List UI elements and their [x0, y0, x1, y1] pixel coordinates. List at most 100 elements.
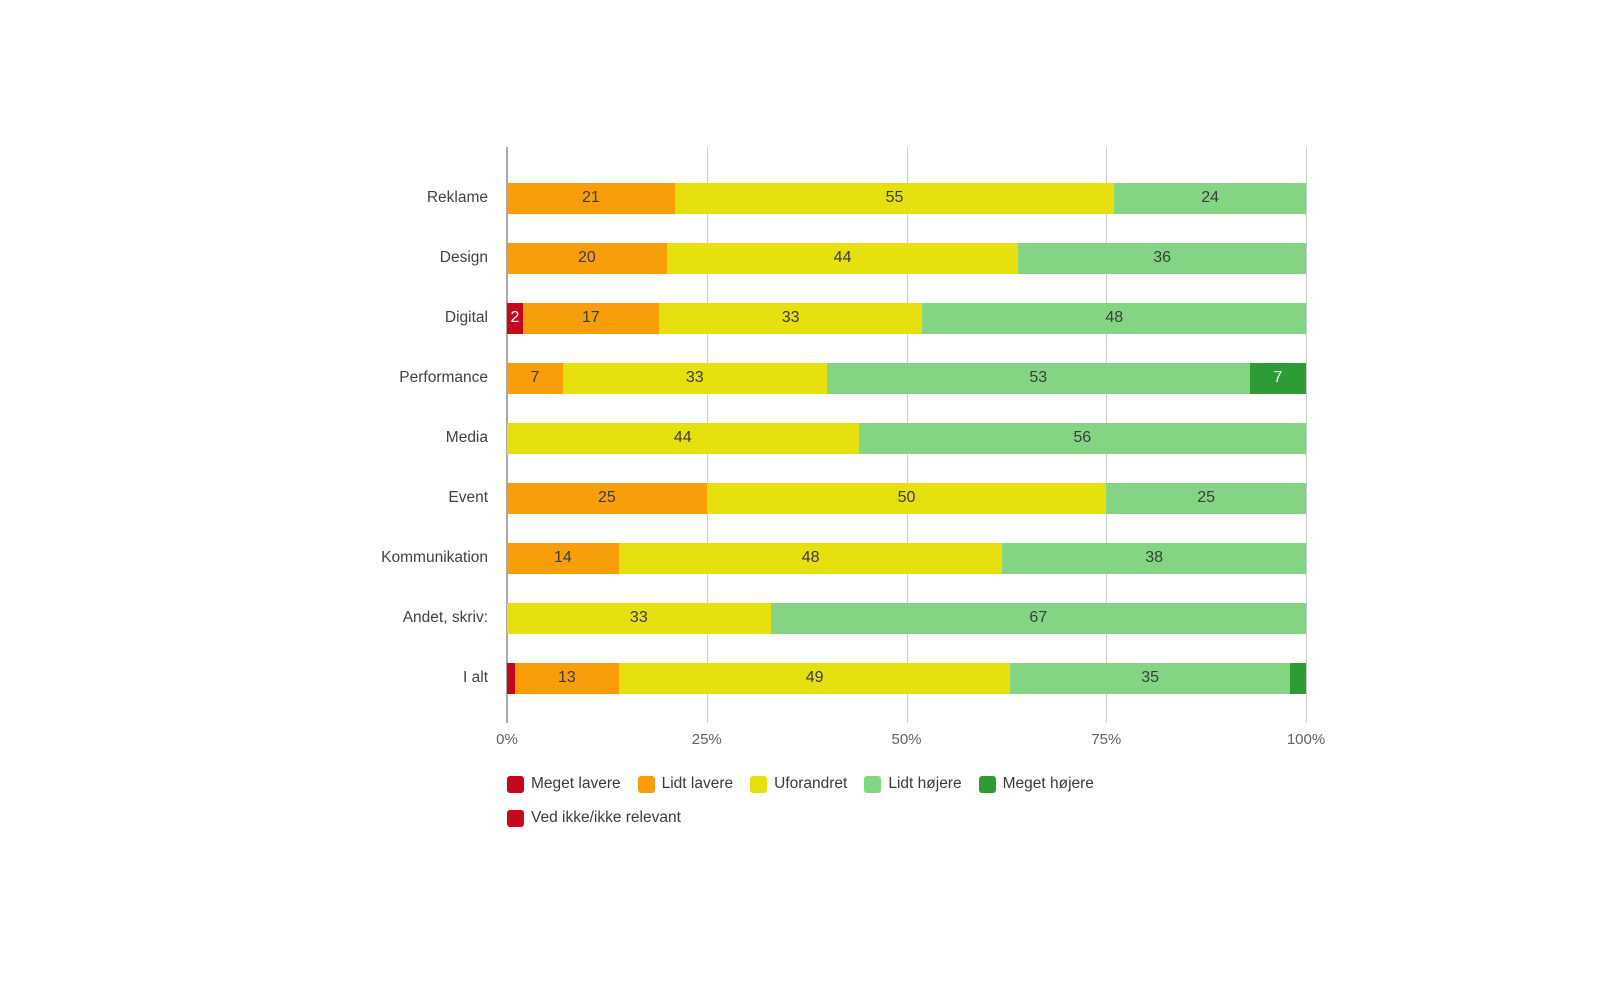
segment-value-label: 33	[629, 609, 648, 626]
segment-value-label: 7	[1273, 369, 1283, 386]
plot-area: 21 55 24 20 44 36 2 17 33 48 7 33 53 7 44 56 25 50 25 14 48 3…	[506, 147, 1307, 723]
bar-row-performance: 7 33 53 7	[507, 362, 1306, 394]
category-label-event: Event	[448, 489, 488, 506]
segment-value-label: 55	[885, 189, 904, 206]
segment-value-label: 2	[510, 309, 520, 326]
segment-value-label: 24	[1201, 189, 1219, 206]
category-label-i-alt: I alt	[463, 669, 488, 686]
category-label-design: Design	[439, 249, 488, 266]
bar-segment-uforandret: 49	[618, 662, 1011, 694]
segment-value-label: 44	[673, 429, 692, 446]
legend-item-meget-højere: Meget højere	[978, 774, 1094, 794]
segment-value-label: 48	[801, 549, 820, 566]
bar-segment-lidt-højere: 56	[858, 422, 1306, 454]
legend-item-lidt-højere: Lidt højere	[864, 774, 962, 794]
bar-segment-uforandret: 50	[706, 482, 1107, 514]
legend-swatch-icon	[864, 775, 882, 793]
legend-item-ved-ikke-ikke-relevant: Ved ikke/ikke relevant	[507, 808, 681, 828]
bar-segment-meget-lavere: 2	[507, 302, 523, 334]
bar-row-design: 20 44 36	[507, 242, 1306, 274]
bar-segment-lidt-lavere: 14	[507, 542, 619, 574]
bar-segment-lidt-højere: 36	[1018, 242, 1306, 274]
segment-value-label: 36	[1153, 249, 1172, 266]
segment-value-label: 7	[530, 369, 540, 386]
x-axis-label-0: 0%	[496, 731, 518, 748]
segment-value-label: 13	[558, 669, 576, 686]
bar-segment-lidt-højere: 53	[826, 362, 1251, 394]
legend-item-label: Ved ikke/ikke relevant	[531, 809, 681, 826]
legend-item-label: Lidt lavere	[661, 775, 734, 792]
bar-segment-uforandret: 44	[507, 422, 859, 454]
legend-item-label: Meget lavere	[531, 775, 621, 792]
bar-segment-meget-lavere	[507, 662, 515, 694]
legend-swatch-icon	[750, 775, 768, 793]
bar-segment-uforandret: 33	[562, 362, 827, 394]
legend-swatch-icon	[507, 809, 524, 827]
bar-segment-uforandret: 44	[666, 242, 1019, 274]
segment-value-label: 67	[1029, 609, 1048, 626]
bar-segment-lidt-højere: 38	[1002, 542, 1306, 574]
segment-value-label: 17	[581, 309, 600, 326]
bar-segment-lidt-lavere: 21	[507, 182, 675, 214]
segment-value-label: 56	[1073, 429, 1092, 446]
segment-value-label: 53	[1029, 369, 1048, 386]
legend-swatch-icon	[978, 775, 996, 793]
bar-segment-meget-højere	[1289, 662, 1306, 694]
segment-value-label: 14	[554, 549, 572, 566]
bar-segment-lidt-højere: 67	[770, 602, 1306, 634]
x-axis-label-50: 50%	[891, 731, 922, 748]
segment-value-label: 20	[578, 249, 596, 266]
bar-segment-lidt-lavere: 25	[507, 482, 707, 514]
category-label-andet-skriv: Andet, skriv:	[402, 609, 488, 626]
bar-segment-uforandret: 55	[674, 182, 1115, 214]
bar-segment-lidt-lavere: 13	[514, 662, 619, 694]
bar-row-event: 25 50 25	[507, 482, 1306, 514]
x-axis-label-25: 25%	[691, 731, 722, 748]
legend-item-meget-lavere: Meget lavere	[507, 774, 621, 794]
legend-item-label: Meget højere	[1002, 775, 1094, 792]
category-label-reklame: Reklame	[426, 189, 488, 206]
category-label-kommunikation: Kommunikation	[381, 549, 488, 566]
segment-value-label: 49	[805, 669, 824, 686]
bar-segment-uforandret: 33	[658, 302, 923, 334]
x-axis-label-75: 75%	[1091, 731, 1122, 748]
segment-value-label: 48	[1105, 309, 1124, 326]
segment-value-label: 33	[685, 369, 704, 386]
bar-segment-uforandret: 48	[618, 542, 1003, 574]
bar-segment-lidt-lavere: 17	[522, 302, 659, 334]
segment-value-label: 35	[1141, 669, 1160, 686]
legend-swatch-icon	[637, 775, 655, 793]
bar-row-kommunikation: 14 48 38	[507, 542, 1306, 574]
bar-segment-lidt-højere: 35	[1010, 662, 1290, 694]
segment-value-label: 33	[781, 309, 800, 326]
legend-row-1: Meget lavere Lidt lavere Uforandret Lidt hø…	[507, 774, 1094, 794]
segment-value-label: 25	[1197, 489, 1216, 506]
category-label-performance: Performance	[399, 369, 488, 386]
bar-row-i-alt: 13 49 35	[507, 662, 1306, 694]
bar-row-digital: 2 17 33 48	[507, 302, 1306, 334]
bar-segment-lidt-lavere: 7	[507, 362, 563, 394]
bar-segment-lidt-højere: 48	[922, 302, 1306, 334]
bar-row-media: 44 56	[507, 422, 1306, 454]
bar-row-andet-skriv: 33 67	[507, 602, 1306, 634]
category-label-digital: Digital	[444, 309, 488, 326]
legend-swatch-icon	[507, 775, 524, 793]
legend-item-label: Uforandret	[774, 775, 848, 792]
category-label-media: Media	[445, 429, 488, 446]
legend-item-uforandret: Uforandret	[750, 774, 847, 794]
bar-row-reklame: 21 55 24	[507, 182, 1306, 214]
legend-row-2: Ved ikke/ikke relevant	[507, 808, 681, 828]
segment-value-label: 38	[1145, 549, 1164, 566]
segment-value-label: 25	[597, 489, 616, 506]
legend-item-label: Lidt højere	[888, 775, 962, 792]
bar-segment-uforandret: 33	[507, 602, 771, 634]
bar-segment-lidt-højere: 24	[1114, 182, 1306, 214]
bar-segment-lidt-højere: 25	[1106, 482, 1306, 514]
segment-value-label: 21	[581, 189, 600, 206]
bar-segment-meget-højere: 7	[1250, 362, 1306, 394]
gridline-100	[1306, 147, 1307, 723]
segment-value-label: 44	[833, 249, 852, 266]
x-axis-label-100: 100%	[1286, 731, 1326, 748]
legend-item-lidt-lavere: Lidt lavere	[637, 774, 734, 794]
